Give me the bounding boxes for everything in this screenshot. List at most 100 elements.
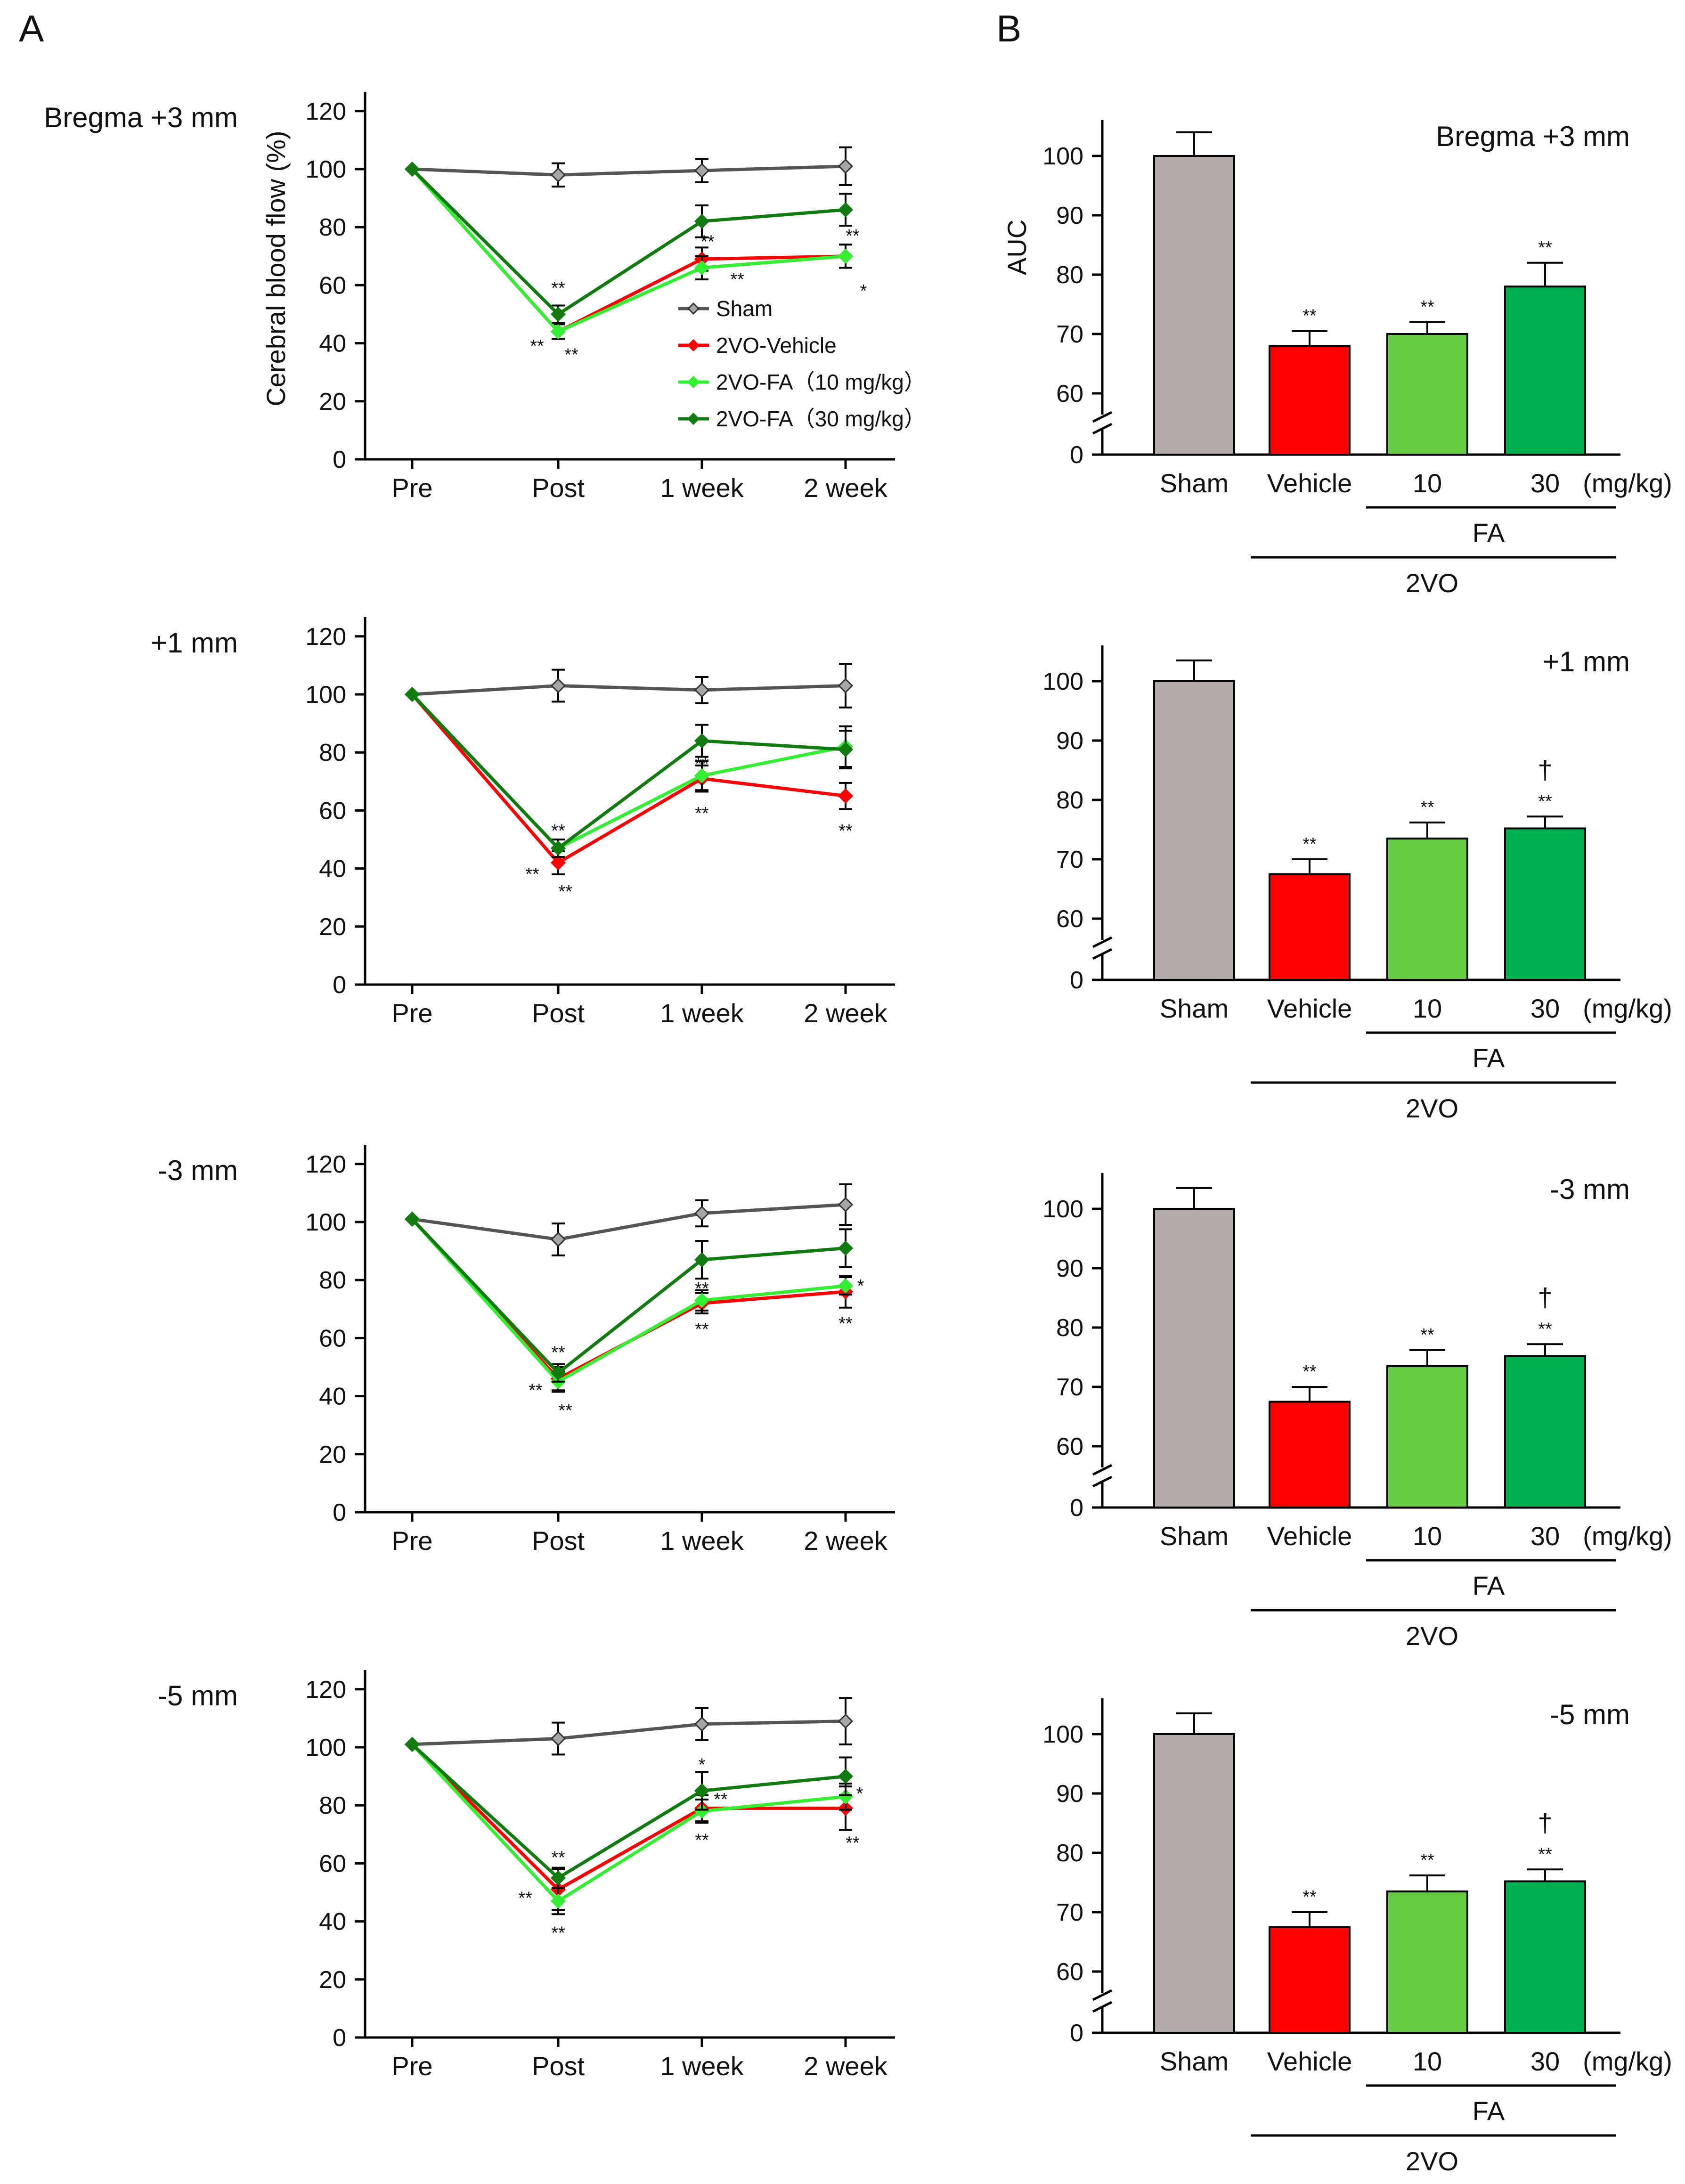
y-tick-label: 20	[319, 1966, 346, 1994]
significance-mark: *	[857, 1276, 864, 1296]
bar	[1153, 1208, 1235, 1508]
x-tick-label: 1 week	[660, 2051, 744, 2081]
significance-mark: **	[1538, 1319, 1552, 1339]
significance-mark: **	[695, 1320, 709, 1339]
y-tick-label: 20	[319, 1441, 346, 1468]
significance-mark: **	[1302, 1887, 1317, 1907]
significance-mark: **	[695, 1279, 709, 1299]
legend-label: 2VO-FA（30 mg/kg）	[716, 407, 926, 431]
x-tick-label: Sham	[1160, 2046, 1229, 2076]
significance-mark: **	[551, 821, 565, 841]
series-line	[411, 168, 846, 334]
y-tick-label: 40	[319, 1908, 346, 1936]
significance-mark: **	[1420, 798, 1434, 817]
bar	[1504, 827, 1586, 981]
bar	[1153, 1733, 1235, 2034]
y-tick-label: 90	[1056, 727, 1083, 755]
series-line	[412, 164, 846, 177]
series-fa30	[404, 686, 854, 858]
group-label-fa: FA	[1473, 1571, 1505, 1600]
data-point	[404, 161, 420, 177]
x-tick-label: Post	[532, 998, 585, 1028]
y-tick-label: 40	[319, 330, 346, 358]
bar	[1386, 837, 1468, 981]
series-fa30	[404, 1736, 854, 1889]
y-tick-label: 60	[1056, 1433, 1083, 1460]
legend-swatch-marker	[687, 375, 700, 389]
bar	[1153, 680, 1235, 981]
data-point	[694, 1206, 710, 1221]
bar	[1269, 1401, 1351, 1508]
y-tick-label: 60	[319, 797, 346, 824]
x-tick-label: 10	[1413, 1521, 1442, 1551]
x-tick-label: Sham	[1160, 1521, 1229, 1551]
series-line	[412, 1719, 846, 1746]
y-axis-label: AUC	[1002, 220, 1032, 275]
series-fa30	[404, 1211, 854, 1383]
significance-mark: **	[564, 345, 578, 365]
x-tick-label: 10	[1413, 2046, 1442, 2076]
line-chart-1: +1 mm 0 20 40 60 80 100 120 Pre Post 1 week 2 week *…	[151, 617, 895, 1028]
significance-mark: **	[1420, 297, 1434, 317]
significance-mark: **	[695, 754, 709, 774]
data-point	[550, 1365, 566, 1381]
y-tick-label: 0	[1070, 967, 1083, 994]
series-line	[411, 1743, 846, 1880]
y-tick-label: 90	[1056, 202, 1083, 229]
significance-mark: **	[1302, 1362, 1317, 1382]
significance-mark: **	[525, 864, 539, 884]
unit-label: (mg/kg)	[1583, 468, 1672, 498]
region-label: +1 mm	[1543, 646, 1630, 677]
legend-swatch-marker	[687, 339, 700, 352]
data-point	[694, 733, 710, 749]
legend-label: 2VO-Vehicle	[716, 333, 837, 358]
y-tick-label: 60	[319, 272, 346, 299]
x-tick-label: Post	[532, 2051, 585, 2081]
bar	[1269, 1926, 1351, 2034]
y-tick-label: 60	[1056, 1958, 1083, 1986]
data-point	[694, 1783, 710, 1799]
series-sham	[404, 146, 854, 187]
series-sham	[404, 663, 854, 709]
region-label: -3 mm	[1550, 1173, 1630, 1205]
significance-mark: **	[1420, 1850, 1434, 1870]
series-vehicle	[404, 1211, 854, 1392]
legend-label: Sham	[716, 296, 773, 321]
region-label: -3 mm	[158, 1155, 238, 1186]
unit-label: (mg/kg)	[1583, 1521, 1672, 1551]
data-point	[838, 1278, 854, 1294]
axis-break-mark	[1092, 948, 1113, 960]
group-label-fa: FA	[1473, 518, 1505, 547]
panel-label-b: B	[996, 8, 1021, 49]
y-tick-label: 100	[305, 156, 346, 183]
x-tick-label: Post	[532, 1526, 585, 1556]
significance-mark: **	[700, 232, 715, 252]
y-tick-label: 60	[319, 1325, 346, 1352]
data-point	[838, 1768, 854, 1784]
x-tick-label: 1 week	[660, 998, 744, 1028]
series-vehicle	[404, 686, 854, 875]
series-line	[411, 168, 846, 334]
series-line	[411, 1218, 846, 1376]
y-tick-label: 70	[1056, 846, 1083, 873]
y-tick-label: 60	[1056, 380, 1083, 407]
x-tick-label: Vehicle	[1267, 1521, 1352, 1551]
line-chart-0: Bregma +3 mm 0 20 40 60 80 100 120 Pre Post 1 week…	[44, 92, 926, 503]
significance-mark: **	[558, 1401, 572, 1421]
dagger-mark: †	[1538, 755, 1552, 784]
data-point	[550, 324, 566, 340]
unit-label: (mg/kg)	[1583, 2046, 1672, 2076]
group-label-2vo: 2VO	[1406, 568, 1458, 598]
axis-break-mark	[1092, 1464, 1113, 1476]
significance-mark: *	[856, 1784, 863, 1804]
data-point	[404, 686, 420, 702]
series-fa10	[404, 1211, 854, 1393]
y-tick-label: 70	[1056, 1899, 1083, 1926]
group-label-fa: FA	[1473, 2096, 1505, 2126]
legend-label: 2VO-FA（10 mg/kg）	[716, 370, 926, 394]
series-line	[412, 684, 846, 696]
data-point	[694, 682, 710, 698]
bar	[1269, 873, 1351, 981]
significance-mark: **	[1302, 834, 1317, 854]
